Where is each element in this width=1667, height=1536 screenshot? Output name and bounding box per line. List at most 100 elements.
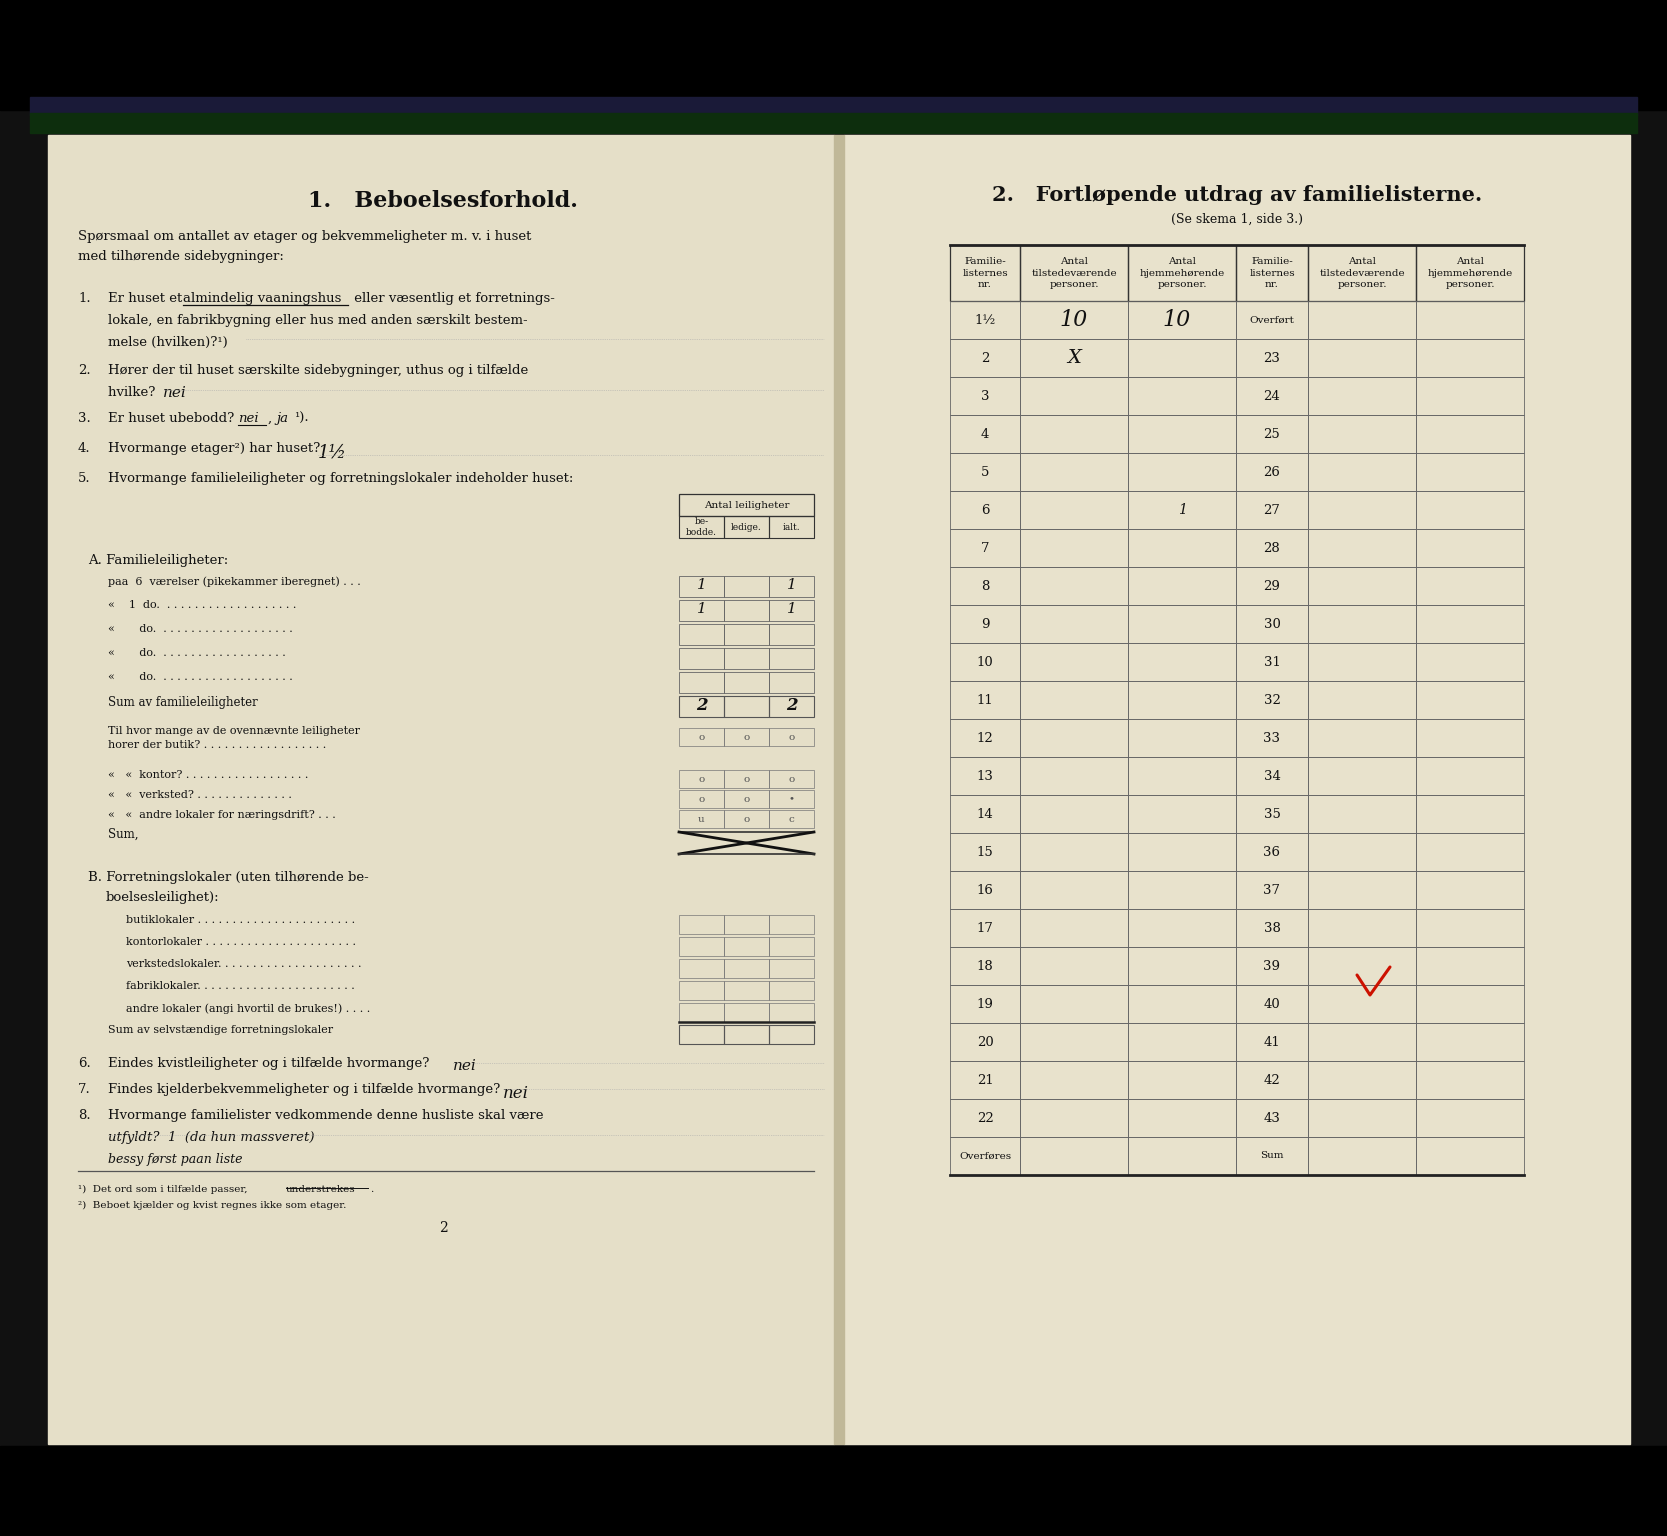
Text: .: . — [370, 1184, 373, 1193]
Bar — [950, 246, 1020, 301]
Text: 2: 2 — [438, 1221, 447, 1235]
Bar — [950, 985, 1020, 1023]
Bar — [723, 915, 768, 934]
Bar — [950, 1023, 1020, 1061]
Bar — [1309, 301, 1415, 339]
Text: eller væsentlig et forretnings-: eller væsentlig et forretnings- — [350, 292, 555, 306]
Bar — [768, 915, 813, 934]
Bar — [1415, 1023, 1524, 1061]
Text: 5.: 5. — [78, 472, 90, 485]
Bar — [678, 728, 723, 746]
Bar — [723, 576, 768, 598]
Bar — [768, 809, 813, 828]
Text: Hører der til huset særskilte sidebygninger, uthus og i tilfælde: Hører der til huset særskilte sidebygnin… — [108, 364, 528, 376]
Text: nei: nei — [503, 1084, 528, 1101]
Bar — [1235, 871, 1309, 909]
Bar — [950, 948, 1020, 985]
Text: Hvormange familielister vedkommende denne husliste skal være: Hvormange familielister vedkommende denn… — [108, 1109, 543, 1121]
Bar — [1020, 909, 1129, 948]
Bar — [768, 770, 813, 788]
Text: (Se skema 1, side 3.): (Se skema 1, side 3.) — [1170, 214, 1304, 226]
Text: 2: 2 — [785, 696, 797, 714]
Text: be-
bodde.: be- bodde. — [687, 518, 717, 538]
Bar — [768, 516, 813, 538]
Bar — [1129, 719, 1235, 757]
Bar — [723, 809, 768, 828]
Text: o: o — [698, 794, 705, 803]
Text: Antal
tilstedeværende
personer.: Antal tilstedeværende personer. — [1032, 257, 1117, 289]
Bar — [1309, 796, 1415, 833]
Text: butiklokaler . . . . . . . . . . . . . . . . . . . . . . .: butiklokaler . . . . . . . . . . . . . .… — [127, 915, 355, 925]
Text: 38: 38 — [1264, 922, 1280, 934]
Text: 1½: 1½ — [318, 444, 347, 462]
Bar — [1129, 796, 1235, 833]
Bar — [678, 576, 723, 598]
Text: 4: 4 — [980, 427, 989, 441]
Bar — [768, 601, 813, 621]
Bar — [1129, 644, 1235, 680]
Bar — [1309, 376, 1415, 415]
Bar — [678, 1025, 723, 1044]
Text: 29: 29 — [1264, 579, 1280, 593]
Bar — [1309, 948, 1415, 985]
Bar — [1020, 301, 1129, 339]
Text: 31: 31 — [1264, 656, 1280, 668]
Text: Til hvor mange av de ovennævnte leiligheter: Til hvor mange av de ovennævnte leilighe… — [108, 727, 360, 736]
Bar — [723, 937, 768, 955]
Text: 2: 2 — [695, 696, 707, 714]
Text: «       do.  . . . . . . . . . . . . . . . . . . .: « do. . . . . . . . . . . . . . . . . . … — [108, 673, 293, 682]
Bar — [950, 528, 1020, 567]
Text: 16: 16 — [977, 883, 994, 897]
Bar — [1129, 339, 1235, 376]
Bar — [1309, 985, 1415, 1023]
Bar — [1235, 528, 1309, 567]
Bar — [1309, 605, 1415, 644]
Bar — [1415, 567, 1524, 605]
Bar — [1235, 492, 1309, 528]
Bar — [950, 605, 1020, 644]
Text: andre lokaler (angi hvortil de brukes!) . . . .: andre lokaler (angi hvortil de brukes!) … — [127, 1003, 370, 1014]
Text: 1: 1 — [787, 578, 797, 591]
Text: 1½: 1½ — [975, 313, 995, 327]
Text: 33: 33 — [1264, 731, 1280, 745]
Bar — [950, 492, 1020, 528]
Bar — [1309, 833, 1415, 871]
Bar — [1309, 246, 1415, 301]
Bar — [678, 495, 813, 516]
Text: 5: 5 — [980, 465, 989, 479]
Bar — [1235, 833, 1309, 871]
Text: 19: 19 — [977, 997, 994, 1011]
Bar — [1309, 1098, 1415, 1137]
Bar — [1129, 948, 1235, 985]
Text: nei: nei — [453, 1058, 477, 1074]
Bar — [1129, 453, 1235, 492]
Bar — [723, 1003, 768, 1021]
Bar — [1129, 1137, 1235, 1175]
Bar — [1129, 246, 1235, 301]
Bar — [1309, 1023, 1415, 1061]
Bar — [1415, 1137, 1524, 1175]
Bar — [1020, 1061, 1129, 1098]
Bar — [1415, 605, 1524, 644]
Bar — [1415, 376, 1524, 415]
Bar — [678, 790, 723, 808]
Bar — [1415, 871, 1524, 909]
Bar — [768, 790, 813, 808]
Text: 1: 1 — [697, 602, 707, 616]
Bar — [950, 871, 1020, 909]
Text: 3.: 3. — [78, 412, 90, 425]
Bar — [678, 601, 723, 621]
Text: Hvormange familieleiligheter og forretningslokaler indeholder huset:: Hvormange familieleiligheter og forretni… — [108, 472, 573, 485]
Bar — [0, 0, 1667, 111]
Bar — [678, 624, 723, 645]
Text: 12: 12 — [977, 731, 994, 745]
Text: 34: 34 — [1264, 770, 1280, 782]
Bar — [1235, 719, 1309, 757]
Bar — [1235, 415, 1309, 453]
Text: Findes kjelderbekvemmeligheter og i tilfælde hvormange?: Findes kjelderbekvemmeligheter og i tilf… — [108, 1083, 500, 1097]
Bar — [723, 696, 768, 717]
Text: o: o — [788, 733, 795, 742]
Text: ,: , — [268, 412, 280, 425]
Bar — [1309, 719, 1415, 757]
Text: 18: 18 — [977, 960, 994, 972]
